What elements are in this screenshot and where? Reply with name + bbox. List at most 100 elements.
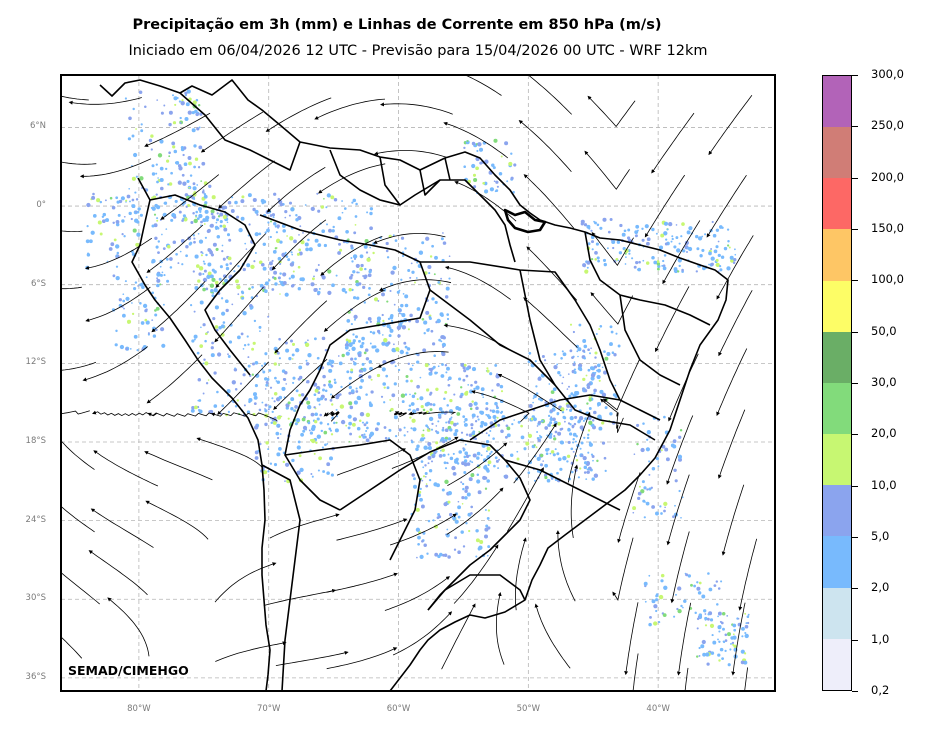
precip-cell — [545, 448, 549, 452]
precip-cell — [326, 193, 331, 198]
precip-cell — [544, 426, 549, 430]
precip-cell — [596, 363, 601, 368]
precip-cell — [278, 364, 280, 366]
precip-cell — [587, 451, 590, 454]
precip-cell — [429, 391, 433, 395]
precip-cell — [137, 285, 139, 287]
precip-cell — [131, 134, 135, 138]
precip-cell — [358, 435, 362, 439]
precip-cell — [682, 249, 686, 253]
precip-cell — [184, 193, 189, 197]
precip-cell — [372, 251, 375, 255]
streamline — [441, 603, 476, 670]
latitude-label: 18°S — [25, 435, 46, 446]
precip-cell — [440, 340, 443, 343]
precip-cell — [557, 457, 562, 462]
streamline — [447, 442, 508, 486]
precip-cell — [693, 584, 697, 588]
precip-cell — [434, 300, 438, 304]
precip-cell — [386, 256, 390, 259]
precip-cell — [163, 104, 166, 107]
streamline — [323, 410, 340, 422]
streamline — [200, 111, 264, 153]
precip-cell — [314, 238, 319, 243]
precip-cell — [191, 405, 195, 410]
precip-cell — [175, 252, 178, 256]
precip-cell — [311, 277, 315, 281]
precip-cell — [353, 314, 358, 320]
precip-cell — [615, 332, 618, 335]
precip-cell — [670, 240, 673, 243]
precip-cell — [484, 189, 489, 194]
precip-cell — [240, 290, 244, 294]
precip-cell — [290, 274, 295, 279]
precip-cell — [486, 469, 490, 473]
precip-cell — [469, 389, 474, 394]
streamline — [61, 286, 82, 290]
precip-cell — [710, 651, 715, 655]
precip-cell — [226, 389, 231, 394]
precip-cell — [242, 348, 245, 350]
precip-cell — [234, 367, 236, 370]
precip-cell — [403, 434, 406, 437]
precip-cell — [561, 382, 564, 385]
precip-cell — [440, 277, 443, 280]
precip-cell — [276, 415, 282, 420]
longitude-label: 80°W — [127, 704, 151, 714]
precip-cell — [430, 460, 434, 463]
precip-cell — [447, 500, 451, 504]
precip-cell — [254, 360, 259, 365]
precip-cell — [155, 193, 158, 196]
precip-cell — [329, 363, 332, 366]
peru-ecuador-border — [149, 194, 256, 376]
precip-cell — [726, 244, 730, 247]
streamline — [684, 667, 689, 691]
precip-cell — [724, 633, 728, 637]
precip-cell — [411, 270, 415, 274]
precip-cell — [675, 236, 679, 240]
streamline — [61, 440, 95, 470]
precip-cell — [463, 369, 467, 373]
precip-cell — [429, 255, 433, 258]
precip-cell — [442, 346, 445, 348]
precip-cell — [744, 633, 749, 639]
precip-cell — [131, 176, 136, 181]
precip-cell — [484, 159, 489, 164]
precip-cell — [274, 282, 278, 286]
precip-cell — [637, 491, 642, 496]
precip-cell — [204, 332, 208, 336]
precip-cell — [525, 441, 530, 446]
precip-cell — [132, 228, 137, 233]
streamline — [655, 286, 690, 353]
precip-cell — [348, 342, 353, 348]
precip-cell — [648, 622, 652, 627]
precip-cell — [660, 573, 665, 578]
precip-cell — [696, 617, 700, 621]
precip-cell — [333, 421, 336, 425]
colorbar-segment — [823, 382, 851, 435]
streamline — [273, 358, 328, 410]
precip-cell — [241, 195, 245, 199]
precip-cell — [363, 274, 368, 279]
precip-cell — [426, 552, 429, 555]
precip-cell — [262, 242, 267, 247]
precip-cell — [395, 347, 400, 352]
precip-cell — [150, 134, 154, 138]
precip-cell — [699, 254, 703, 258]
precip-cell — [191, 339, 195, 343]
precip-cell — [721, 612, 726, 616]
precip-cell — [195, 214, 198, 217]
precip-cell — [209, 223, 214, 228]
chart-subtitle: Iniciado em 06/04/2026 12 UTC - Previsão… — [128, 43, 708, 59]
precip-cell — [285, 403, 290, 408]
precip-cell — [174, 103, 177, 106]
precip-cell — [228, 340, 233, 344]
streamline — [527, 75, 572, 115]
colorbar-tick — [852, 537, 858, 538]
precip-cell — [489, 430, 492, 432]
precip-cell — [440, 439, 442, 442]
precip-cell — [441, 488, 445, 492]
precip-cell — [398, 428, 402, 432]
precip-cell — [500, 429, 504, 434]
precip-cell — [598, 426, 603, 431]
